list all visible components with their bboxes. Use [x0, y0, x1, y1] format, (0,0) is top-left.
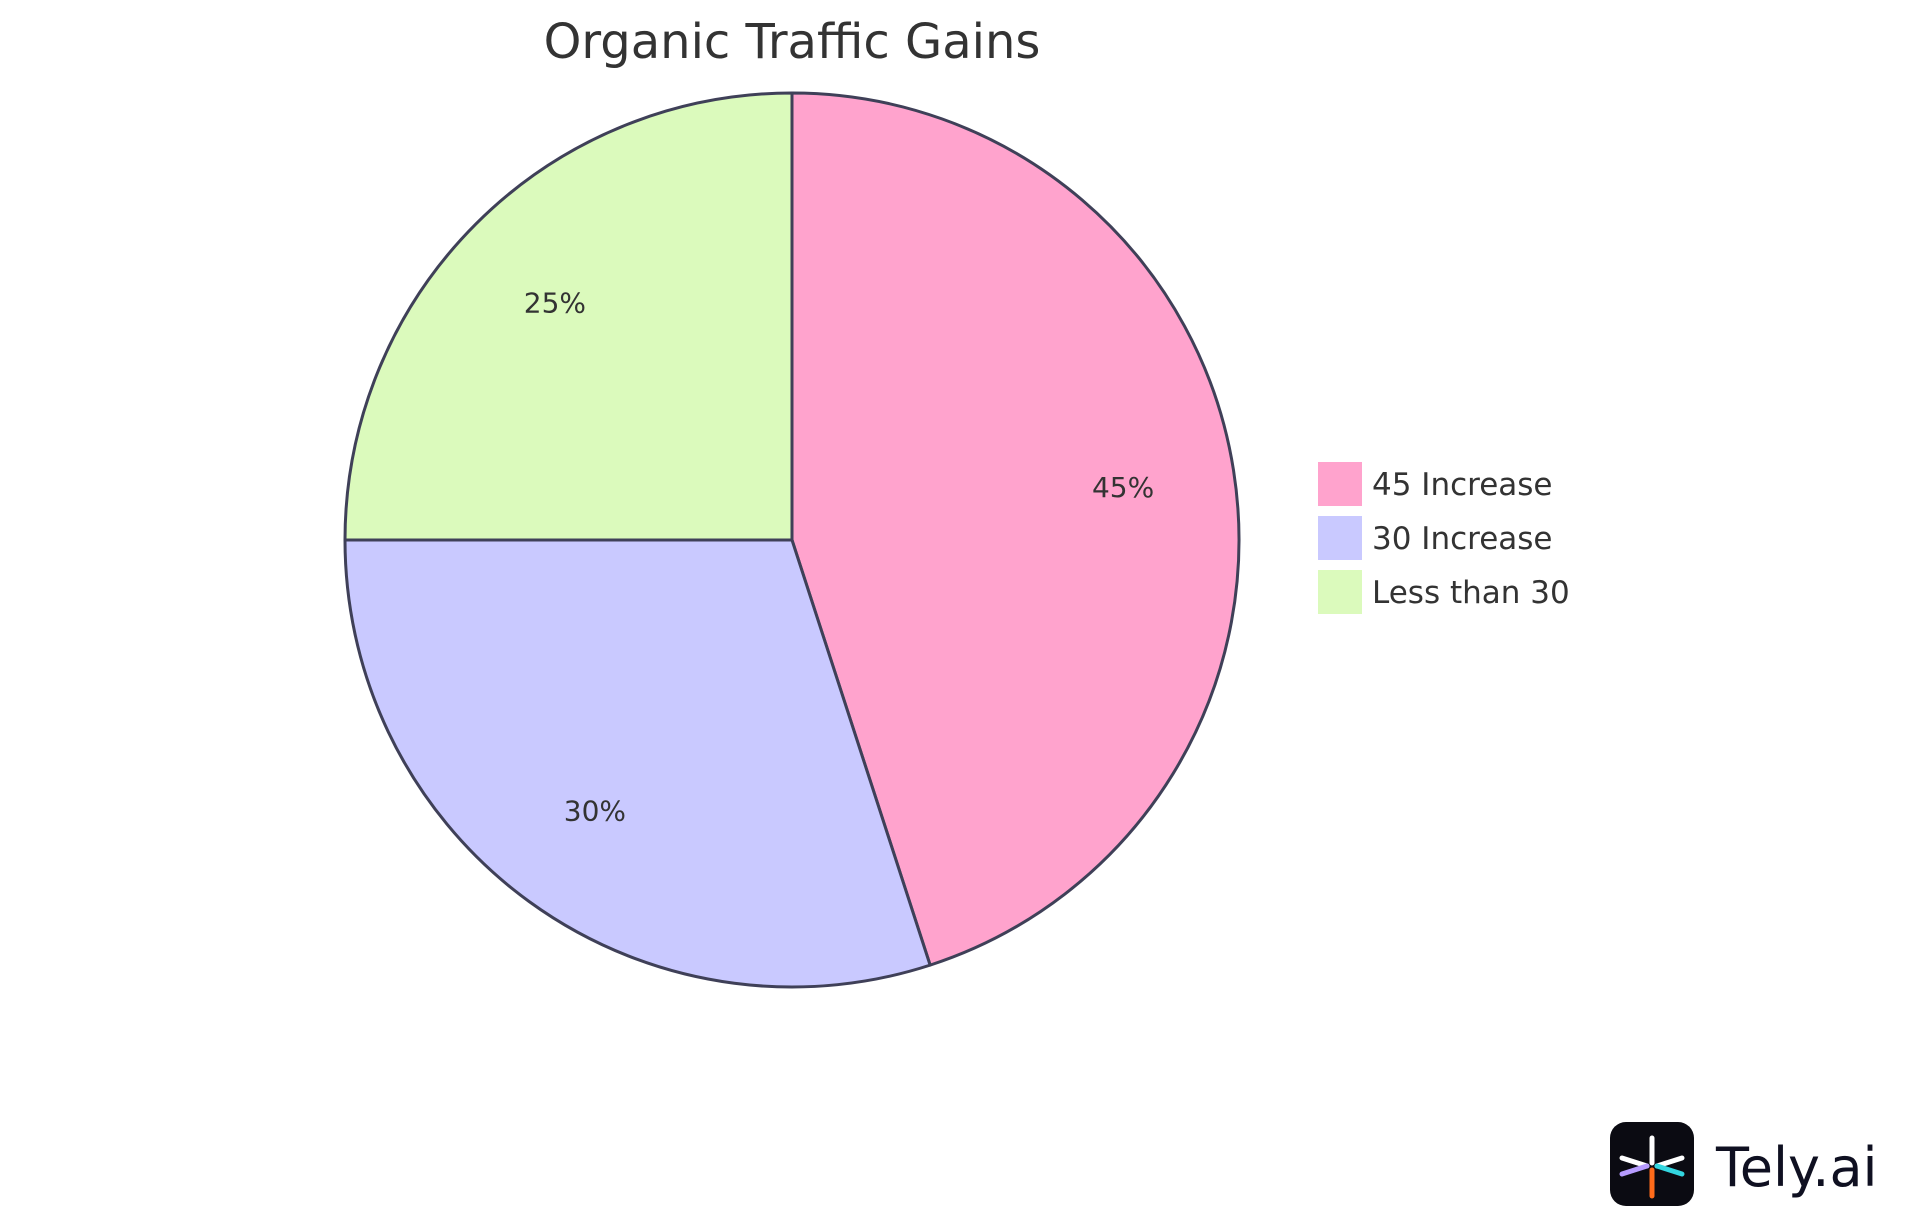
legend-label-3: Less than 30 [1372, 575, 1570, 611]
logo-text: Tely.ai [1715, 1136, 1878, 1199]
pie-slice-2 [343, 538, 932, 989]
chart-title: Organic Traffic Gains [544, 14, 1041, 70]
tely-logo-icon [1610, 1122, 1694, 1206]
legend-swatch-2 [1318, 516, 1362, 560]
pie-slice-1 [790, 91, 1241, 967]
legend-label-2: 30 Increase [1372, 521, 1553, 557]
legend-swatch-1 [1318, 462, 1362, 506]
legend-item-2: 30 Increase [1318, 516, 1553, 560]
pie-slices [343, 91, 1241, 989]
pie-slice-3 [343, 91, 794, 542]
pie-slice-labels: 45% 30% 25% [524, 286, 1154, 827]
legend: 45 Increase 30 Increase Less than 30 [1318, 462, 1570, 614]
brand-logo: Tely.ai [1610, 1122, 1878, 1206]
slice-label-2: 30% [564, 795, 626, 828]
slice-label-1: 45% [1092, 471, 1154, 504]
legend-item-3: Less than 30 [1318, 570, 1570, 614]
slice-label-3: 25% [524, 286, 586, 319]
legend-item-1: 45 Increase [1318, 462, 1553, 506]
legend-swatch-3 [1318, 570, 1362, 614]
legend-label-1: 45 Increase [1372, 467, 1553, 503]
